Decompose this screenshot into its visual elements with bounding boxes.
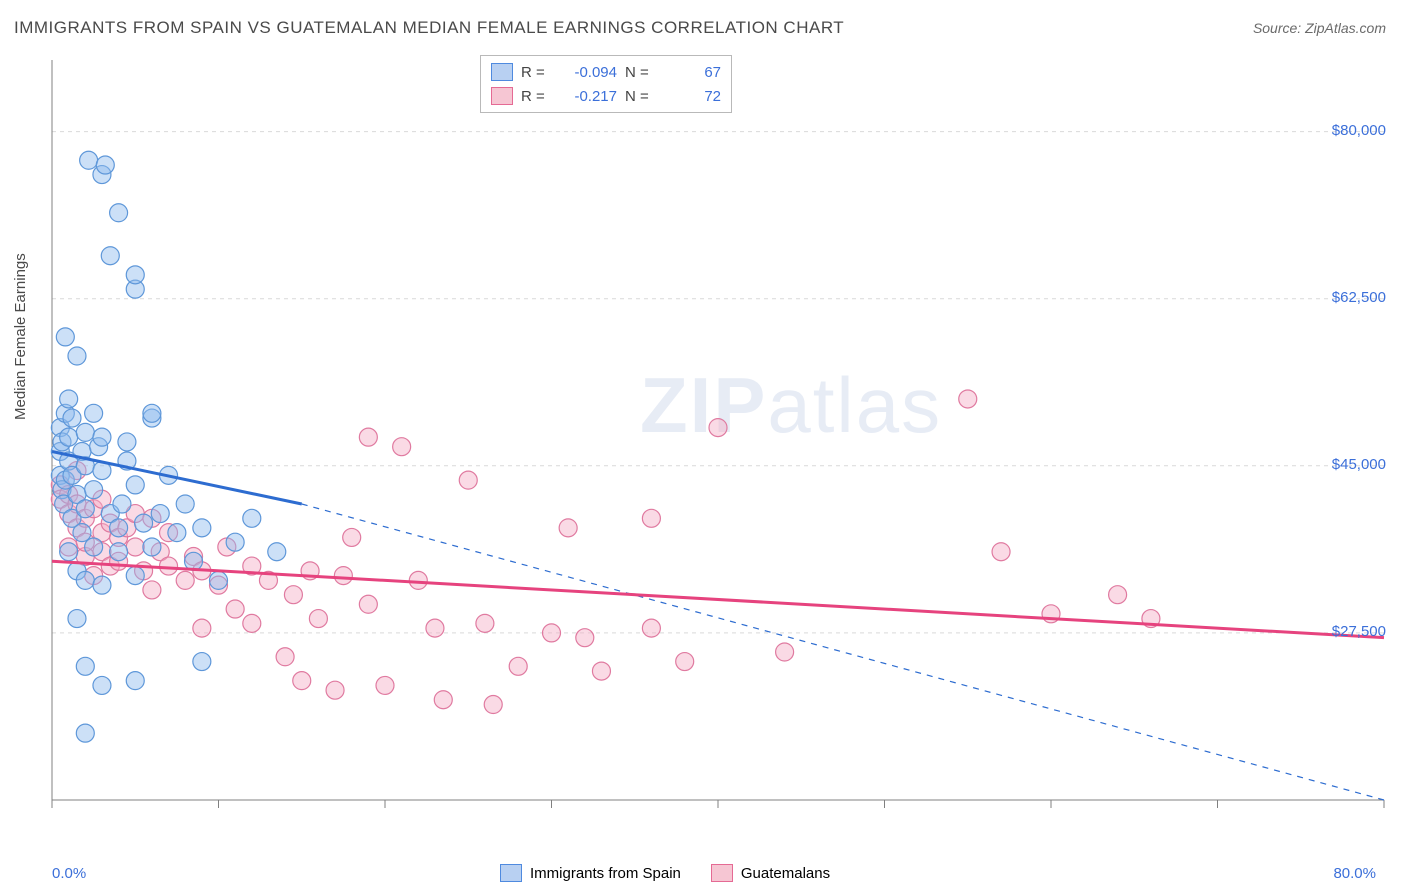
y-tick-label: $80,000 xyxy=(1332,122,1386,139)
legend-swatch-guatemala xyxy=(491,87,513,105)
source-attribution: Source: ZipAtlas.com xyxy=(1253,20,1386,36)
x-axis-min-label: 0.0% xyxy=(52,865,86,882)
n-label: N = xyxy=(625,88,653,105)
scatter-chart xyxy=(48,50,1388,840)
legend-label: Immigrants from Spain xyxy=(530,865,681,882)
n-value: 72 xyxy=(661,88,721,105)
legend-swatch-spain xyxy=(491,63,513,81)
legend-row-guatemala: R = -0.217 N = 72 xyxy=(491,84,721,108)
y-tick-label: $62,500 xyxy=(1332,289,1386,306)
correlation-legend: R = -0.094 N = 67 R = -0.217 N = 72 xyxy=(480,55,732,113)
legend-row-spain: R = -0.094 N = 67 xyxy=(491,60,721,84)
legend-item-spain: Immigrants from Spain xyxy=(500,864,681,882)
chart-title: IMMIGRANTS FROM SPAIN VS GUATEMALAN MEDI… xyxy=(14,18,844,38)
r-label: R = xyxy=(521,64,549,81)
y-tick-label: $27,500 xyxy=(1332,623,1386,640)
legend-label: Guatemalans xyxy=(741,865,830,882)
n-label: N = xyxy=(625,64,653,81)
y-tick-label: $45,000 xyxy=(1332,456,1386,473)
legend-item-guatemala: Guatemalans xyxy=(711,864,830,882)
legend-swatch-spain xyxy=(500,864,522,882)
x-axis-max-label: 80.0% xyxy=(1333,865,1376,882)
y-axis-label: Median Female Earnings xyxy=(12,253,29,420)
r-label: R = xyxy=(521,88,549,105)
r-value: -0.217 xyxy=(557,88,617,105)
series-legend: Immigrants from Spain Guatemalans xyxy=(500,864,830,882)
r-value: -0.094 xyxy=(557,64,617,81)
legend-swatch-guatemala xyxy=(711,864,733,882)
n-value: 67 xyxy=(661,64,721,81)
